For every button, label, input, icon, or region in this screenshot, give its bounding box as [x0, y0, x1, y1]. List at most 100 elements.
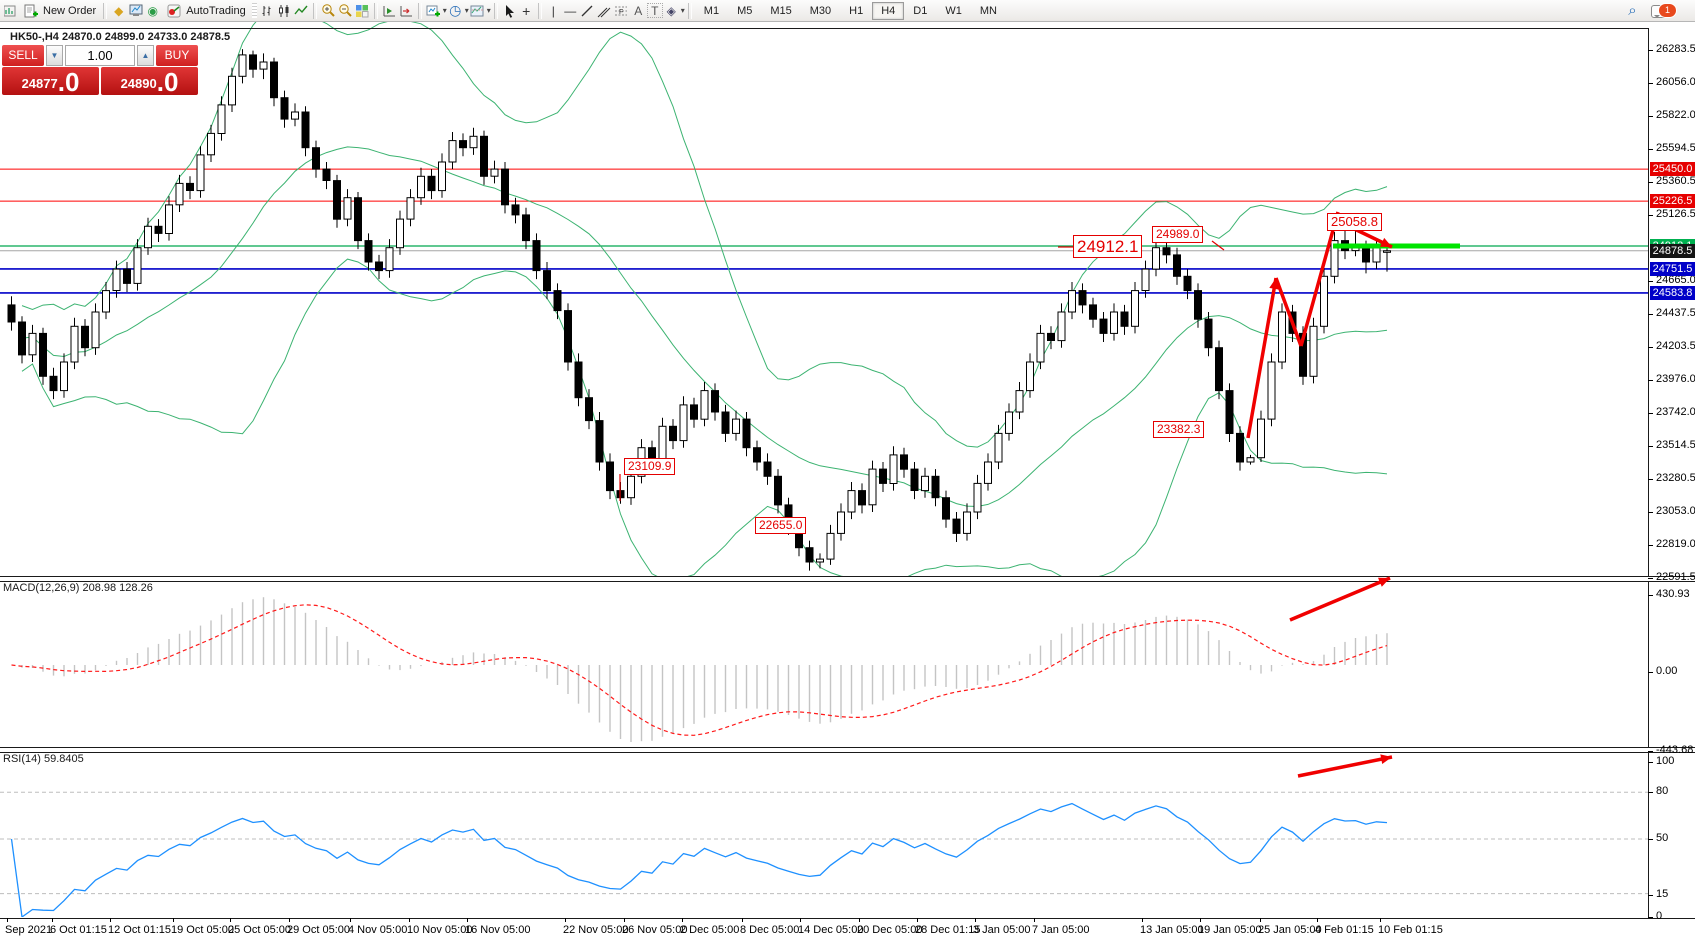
auto-scroll-icon[interactable] — [381, 3, 398, 19]
market-watch-icon[interactable] — [127, 3, 144, 19]
price-annotation-25058.8[interactable]: 25058.8 — [1327, 213, 1382, 232]
price-annotation-24912.1[interactable]: 24912.1 — [1073, 235, 1143, 259]
volume-increase-button[interactable]: ▲ — [137, 45, 154, 66]
candle-body — [952, 518, 961, 534]
price-axis-label: 23514.5 — [1656, 438, 1695, 451]
volume-input[interactable]: 1.00 — [65, 45, 135, 66]
trend-arrow[interactable] — [1274, 277, 1303, 347]
timeframe-M5[interactable]: M5 — [737, 4, 753, 17]
time-axis-label: 2 Dec 05:00 — [680, 924, 740, 936]
timeframe-D1[interactable]: D1 — [913, 4, 928, 17]
equidistant-channel-icon[interactable] — [596, 3, 613, 19]
bar-chart-icon[interactable] — [259, 3, 276, 19]
window-icon[interactable] — [1, 3, 18, 19]
candle-body — [322, 168, 331, 182]
tile-windows-icon[interactable] — [354, 3, 371, 19]
price-annotation-23382.3[interactable]: 23382.3 — [1153, 421, 1205, 438]
vertical-line-icon[interactable]: | — [551, 3, 555, 18]
macd-panel-splitter[interactable] — [0, 576, 1695, 582]
line-chart-icon[interactable] — [293, 3, 310, 19]
price-annotation-23109.9[interactable]: 23109.9 — [624, 458, 676, 475]
notifications-button[interactable]: 1 — [1651, 2, 1681, 20]
candle-body — [721, 411, 730, 434]
chart-shift-icon[interactable] — [398, 3, 415, 19]
time-tick — [409, 918, 410, 922]
time-tick — [1260, 918, 1261, 922]
macd-indicator-panel[interactable] — [0, 580, 1648, 747]
sell-button[interactable]: SELL — [2, 45, 44, 66]
main-price-chart[interactable] — [0, 22, 1648, 578]
candle-body — [301, 111, 310, 149]
price-annotation-24989.0[interactable]: 24989.0 — [1152, 226, 1204, 243]
rsi-indicator-panel[interactable] — [0, 751, 1648, 917]
buy-price-button[interactable]: 24890 .0 — [101, 67, 198, 95]
rsi-panel-splitter[interactable] — [0, 747, 1695, 753]
text-label-icon[interactable]: T — [646, 3, 663, 18]
arrows-shapes-caret[interactable]: ▾ — [680, 6, 685, 15]
time-axis-label: 25 Jan 05:00 — [1258, 924, 1322, 936]
periods-icon[interactable]: ◷ — [449, 2, 462, 18]
trendline-icon[interactable] — [579, 3, 596, 19]
candle-body — [522, 214, 530, 242]
new-order-button[interactable]: New Order — [18, 2, 100, 20]
timeframe-H4[interactable]: H4 — [872, 1, 905, 20]
signals-icon[interactable]: ◉ — [147, 3, 158, 18]
timeframe-H1[interactable]: H1 — [849, 4, 864, 17]
candle-body — [490, 168, 499, 177]
arrows-shapes-icon[interactable]: ◈ — [666, 3, 676, 18]
profile-icon[interactable]: ◆ — [114, 3, 124, 18]
candle-body — [910, 468, 919, 492]
macd-scale-label: 0.00 — [1656, 665, 1678, 677]
time-axis-label: 14 Dec 05:00 — [798, 924, 864, 936]
crosshair-icon[interactable]: + — [522, 2, 531, 19]
candle-body — [511, 204, 520, 216]
price-axis-label: 25594.5 — [1656, 141, 1695, 154]
timeframe-M1[interactable]: M1 — [703, 4, 720, 17]
timeframe-W1[interactable]: W1 — [945, 4, 962, 17]
zoom-in-icon[interactable] — [320, 3, 337, 19]
buy-button[interactable]: BUY — [156, 45, 198, 66]
search-icon[interactable]: ⌕ — [1628, 2, 1637, 19]
candle-body — [942, 497, 950, 520]
candle-body — [18, 321, 26, 356]
new-chart-icon[interactable] — [425, 3, 442, 19]
bollinger-upper-band[interactable] — [21, 22, 1388, 448]
price-annotation-22655.0[interactable]: 22655.0 — [755, 517, 807, 534]
trend-arrow[interactable] — [1246, 277, 1278, 439]
templates-caret[interactable]: ▾ — [486, 6, 491, 15]
axis-tick — [1648, 313, 1653, 315]
horizontal-line-icon[interactable]: — — [564, 3, 577, 18]
time-axis-label: Sep 2021 — [5, 924, 53, 936]
candle-body — [112, 268, 121, 292]
periods-caret[interactable]: ▾ — [464, 6, 469, 15]
drawing-objects-overlay[interactable] — [0, 22, 1648, 922]
separator — [103, 2, 108, 19]
timeframe-M30[interactable]: M30 — [809, 4, 832, 17]
toolbar-grip — [251, 3, 257, 18]
annotation-connector — [1211, 240, 1225, 251]
candle-body — [1152, 247, 1160, 270]
candlestick-chart-icon[interactable] — [276, 3, 293, 19]
bollinger-middle-band[interactable] — [21, 146, 1388, 508]
zoom-out-icon[interactable] — [337, 3, 354, 19]
timeframe-MN[interactable]: MN — [979, 4, 997, 17]
new-chart-caret[interactable]: ▾ — [442, 6, 447, 15]
text-icon[interactable]: A — [634, 3, 643, 18]
one-click-trading-panel: SELL ▼ 1.00 ▲ BUY 24877 .0 24890 .0 — [2, 45, 198, 96]
time-axis-label: 29 Oct 05:00 — [287, 924, 350, 936]
fibonacci-icon[interactable]: F — [613, 3, 630, 19]
bollinger-lower-band[interactable] — [21, 258, 1388, 578]
trend-arrow[interactable] — [1289, 576, 1391, 622]
trend-arrow[interactable] — [1297, 755, 1393, 778]
timeframe-bar: M1 M5 M15 M30 H1 H4 D1 W1 MN — [695, 1, 1006, 20]
cursor-icon[interactable] — [501, 3, 518, 19]
time-tick — [565, 918, 566, 922]
candle-body — [1267, 361, 1276, 420]
sell-price-button[interactable]: 24877 .0 — [2, 67, 99, 95]
candle-body — [1383, 250, 1391, 253]
trend-arrow[interactable] — [1299, 211, 1340, 347]
timeframe-M15[interactable]: M15 — [770, 4, 792, 17]
autotrading-button[interactable]: AutoTrading — [161, 2, 250, 20]
volume-decrease-button[interactable]: ▼ — [46, 45, 63, 66]
templates-icon[interactable] — [469, 3, 486, 19]
